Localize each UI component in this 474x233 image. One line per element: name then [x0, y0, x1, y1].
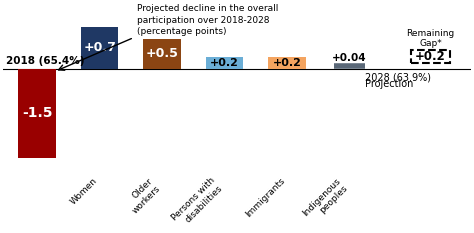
Text: 2028 (63.9%): 2028 (63.9%)	[365, 72, 431, 82]
Bar	[81, 27, 118, 69]
Text: +0.2: +0.2	[210, 58, 239, 68]
Text: +0.2: +0.2	[273, 58, 301, 68]
Text: Remaining
Gap*: Remaining Gap*	[407, 29, 455, 48]
Bar	[206, 57, 243, 69]
Bar	[143, 39, 181, 69]
Text: +0.2: +0.2	[415, 50, 446, 63]
Text: +0.7: +0.7	[83, 41, 116, 54]
Bar	[268, 57, 306, 69]
Text: 2018 (65.4%): 2018 (65.4%)	[6, 56, 84, 66]
FancyBboxPatch shape	[411, 50, 450, 63]
Text: -1.5: -1.5	[22, 106, 53, 120]
Text: Projection: Projection	[365, 79, 413, 89]
Text: +0.5: +0.5	[146, 47, 179, 60]
Bar	[18, 69, 56, 158]
Text: Projected decline in the overall
participation over 2018-2028
(percentage points: Projected decline in the overall partici…	[137, 4, 278, 36]
Text: +0.04: +0.04	[332, 53, 367, 63]
